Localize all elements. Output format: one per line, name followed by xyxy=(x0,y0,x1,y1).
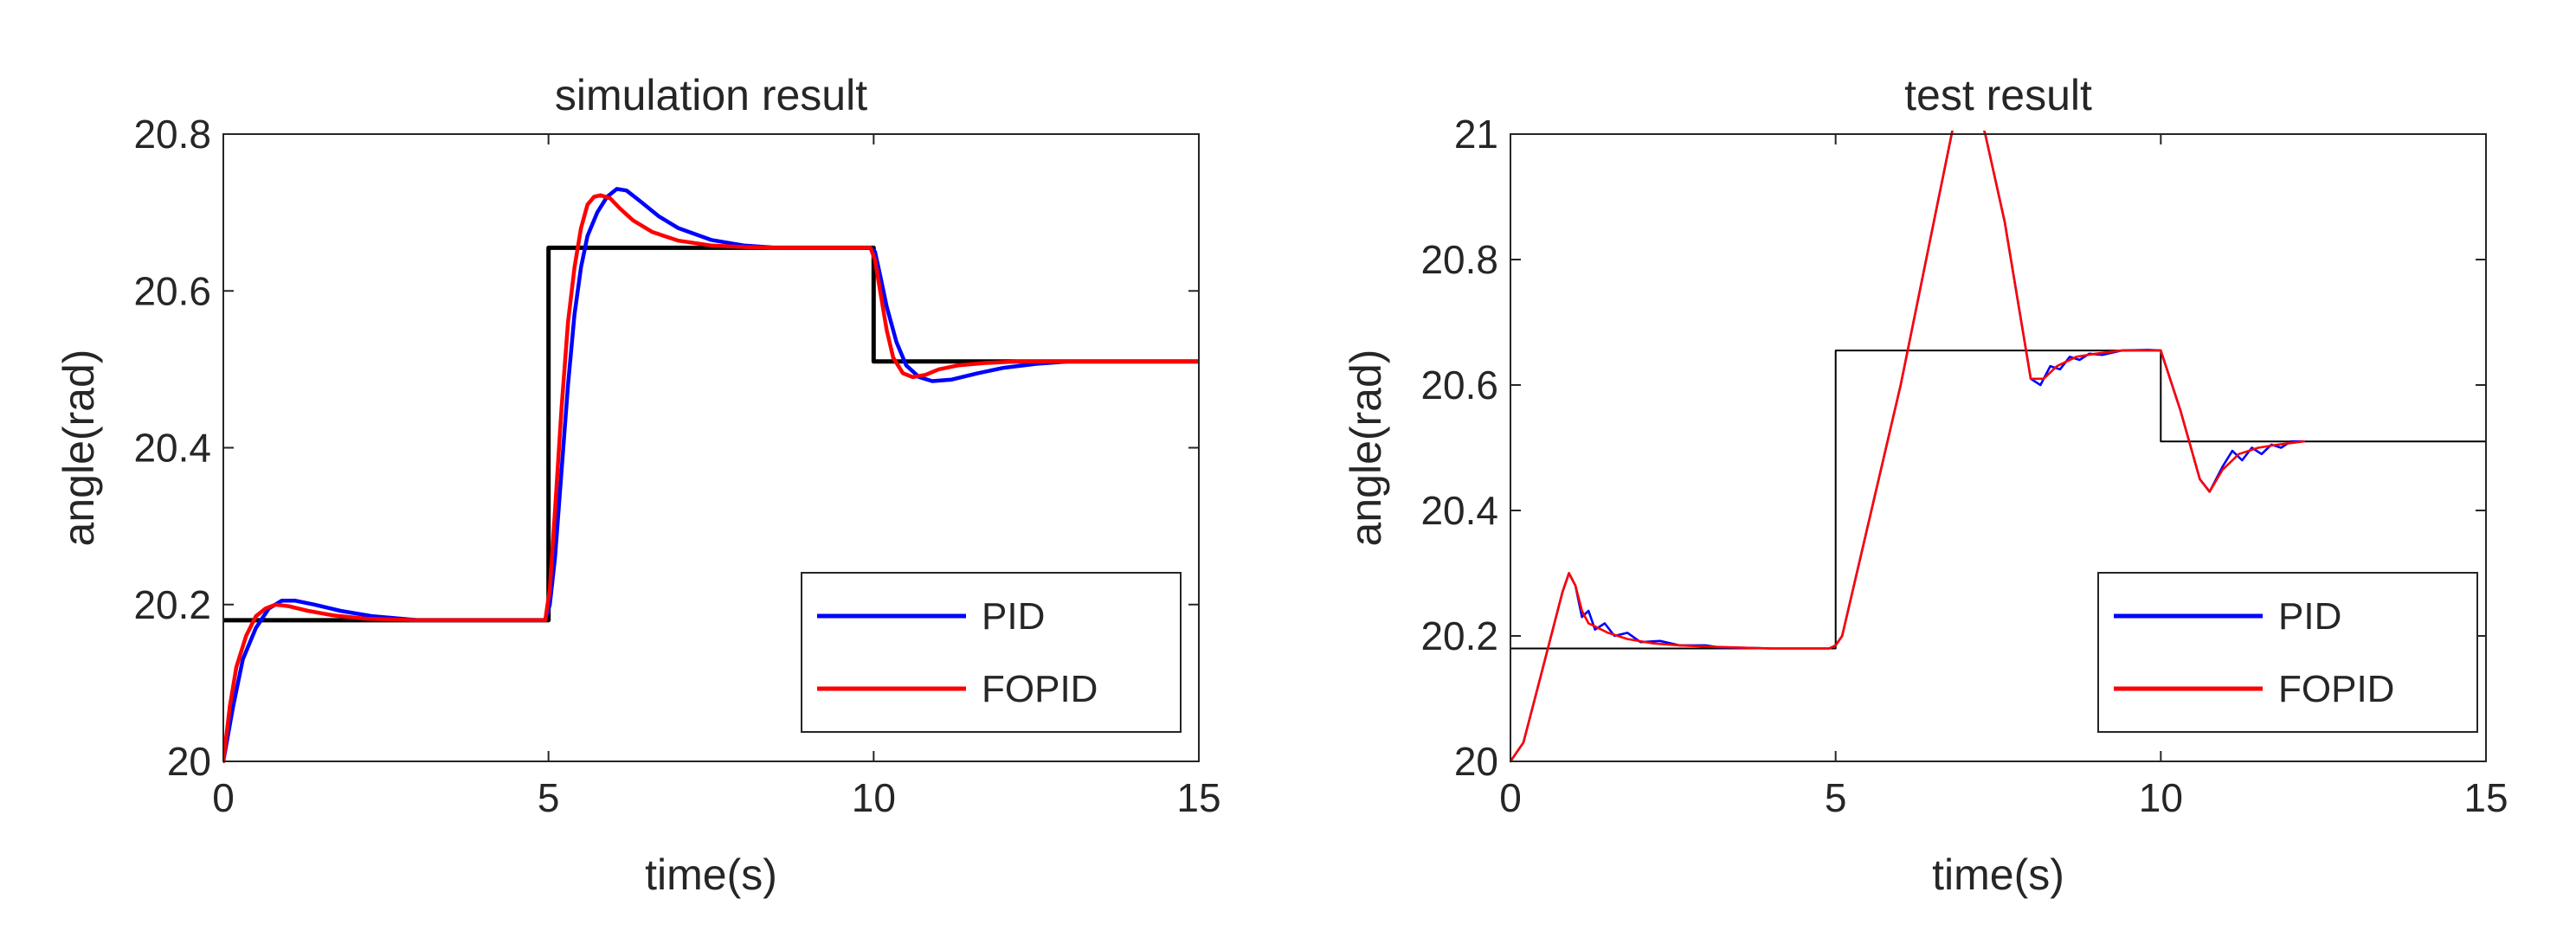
chart-2-ytick-label: 20.8 xyxy=(1420,237,1498,282)
chart-1-legend-label-pid: PID xyxy=(982,595,1045,638)
chart-2-xtick-label: 0 xyxy=(1499,775,1522,820)
chart-2-axes-box xyxy=(1510,133,2487,762)
chart-2-legend: PID FOPID xyxy=(2097,572,2478,733)
chart-2-legend-label-fopid: FOPID xyxy=(2278,668,2394,710)
chart-1-xtick-label: 10 xyxy=(852,775,896,820)
chart-1-ylabel: angle(rad) xyxy=(55,350,103,547)
chart-2-ytick-label: 20.2 xyxy=(1420,613,1498,658)
chart-2-ytick-label: 20.6 xyxy=(1420,363,1498,408)
chart-1-legend: PID FOPID xyxy=(801,572,1182,733)
chart-2-series-fopid xyxy=(1510,131,2305,763)
chart-1-legend-box xyxy=(801,572,1182,733)
chart-2-ytick-label: 21 xyxy=(1454,112,1498,157)
chart-2-ytick-label: 20.4 xyxy=(1420,488,1498,533)
chart-2-xtick-label: 5 xyxy=(1825,775,1847,820)
chart-2-legend-label-pid: PID xyxy=(2278,595,2341,638)
chart-1-legend-label-fopid: FOPID xyxy=(982,668,1098,710)
chart-2: 0 5 10 15 20 20.2 20.4 20.6 20.8 21 test result tim… xyxy=(1342,71,2508,899)
chart-1-series-fopid xyxy=(223,193,1199,764)
chart-2-xtick-label: 15 xyxy=(2463,775,2508,820)
chart-1-ytick-label: 20 xyxy=(167,739,211,784)
chart-2-title: test result xyxy=(1904,71,2092,119)
chart-1-series-pid xyxy=(223,187,1199,764)
chart-1: 0 5 10 15 20 20.2 20.4 20.6 20.8 simulation resul… xyxy=(55,71,1221,899)
chart-2-xtick-label: 10 xyxy=(2139,775,2183,820)
chart-1-ytick-label: 20.8 xyxy=(133,112,211,157)
chart-1-ytick-label: 20.6 xyxy=(133,268,211,313)
chart-2-series-group xyxy=(1510,131,2486,763)
chart-2-xlabel: time(s) xyxy=(1932,850,2064,899)
chart-2-ytick-label: 20 xyxy=(1454,739,1498,784)
chart-1-xtick-label: 15 xyxy=(1176,775,1220,820)
chart-1-ytick-label: 20.4 xyxy=(133,426,211,471)
chart-2-ylabel: angle(rad) xyxy=(1342,350,1390,547)
chart-1-series-group xyxy=(223,187,1199,764)
chart-1-title: simulation result xyxy=(555,71,867,119)
chart-1-ytick-label: 20.2 xyxy=(133,582,211,627)
chart-1-xtick-label: 5 xyxy=(538,775,560,820)
chart-2-legend-box xyxy=(2097,572,2478,733)
chart-1-xlabel: time(s) xyxy=(645,850,777,899)
chart-1-xtick-label: 0 xyxy=(212,775,235,820)
